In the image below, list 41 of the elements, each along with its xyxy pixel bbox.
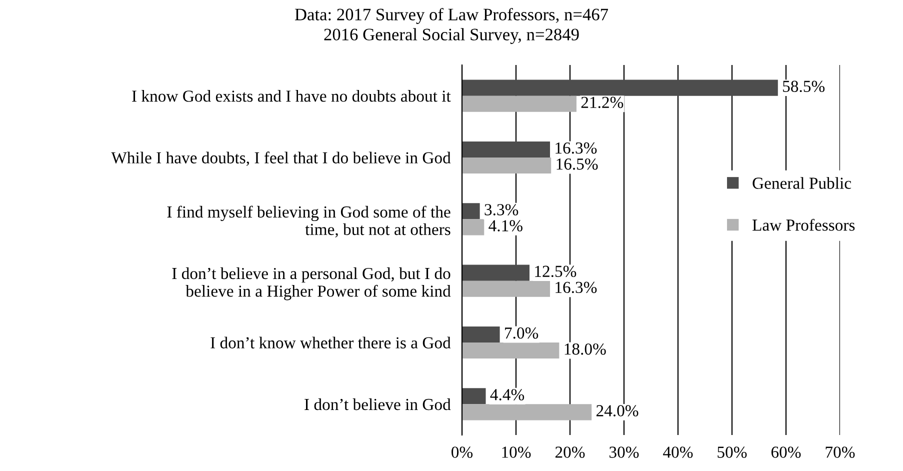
data-label: 4.1%	[488, 220, 522, 232]
data-label: 4.4%	[490, 389, 524, 400]
bar	[462, 342, 560, 359]
legend-label: Law Professors	[752, 218, 855, 231]
bar	[462, 158, 552, 174]
bar	[462, 326, 500, 342]
bar	[462, 280, 550, 297]
x-tick-label: 50%	[718, 446, 747, 458]
bar	[462, 80, 778, 96]
bar	[462, 141, 550, 158]
data-label: 16.3%	[556, 282, 597, 294]
data-label: 16.3%	[556, 142, 597, 154]
data-label: 7.0%	[505, 327, 538, 339]
data-label: 21.2%	[581, 96, 624, 108]
data-label: 3.3%	[484, 204, 518, 216]
data-label: 58.5%	[783, 80, 825, 92]
bar	[462, 388, 486, 404]
data-label: 16.5%	[556, 158, 598, 170]
y-tick-label: I find myself believing in God some of the time, but not at others	[167, 206, 450, 238]
data-label: 18.0%	[564, 343, 606, 355]
bar	[462, 203, 480, 220]
x-tick-label: 0%	[452, 446, 473, 458]
data-label: 24.0%	[596, 405, 638, 416]
x-tick-label: 60%	[771, 446, 801, 458]
bar	[462, 96, 576, 112]
y-tick-label: I know God exists and I have no doubts about it	[132, 90, 451, 102]
x-tick-label: 40%	[663, 446, 693, 458]
legend-label: General Public	[752, 177, 852, 189]
x-tick-label: 30%	[610, 446, 639, 458]
y-tick-label: I don’t believe in a personal God, but I do believe in a Higher Power of some kind	[172, 267, 451, 300]
bar	[462, 219, 484, 236]
y-tick-label: I don’t believe in God	[304, 398, 451, 410]
bar	[462, 264, 530, 281]
x-tick-label: 10%	[502, 446, 531, 458]
data-label: 12.5%	[535, 266, 576, 278]
y-tick-label: I don’t know whether there is a God	[210, 336, 451, 348]
x-tick-label: 20%	[555, 446, 585, 458]
chart-title: Data: 2017 Survey of Law Professors, n=467 2016 General Social Survey, n=2849	[294, 8, 608, 44]
y-tick-label: While I have doubts, I feel that I do believe in God	[111, 152, 451, 166]
x-tick-label: 70%	[826, 446, 855, 458]
bar	[462, 404, 592, 420]
